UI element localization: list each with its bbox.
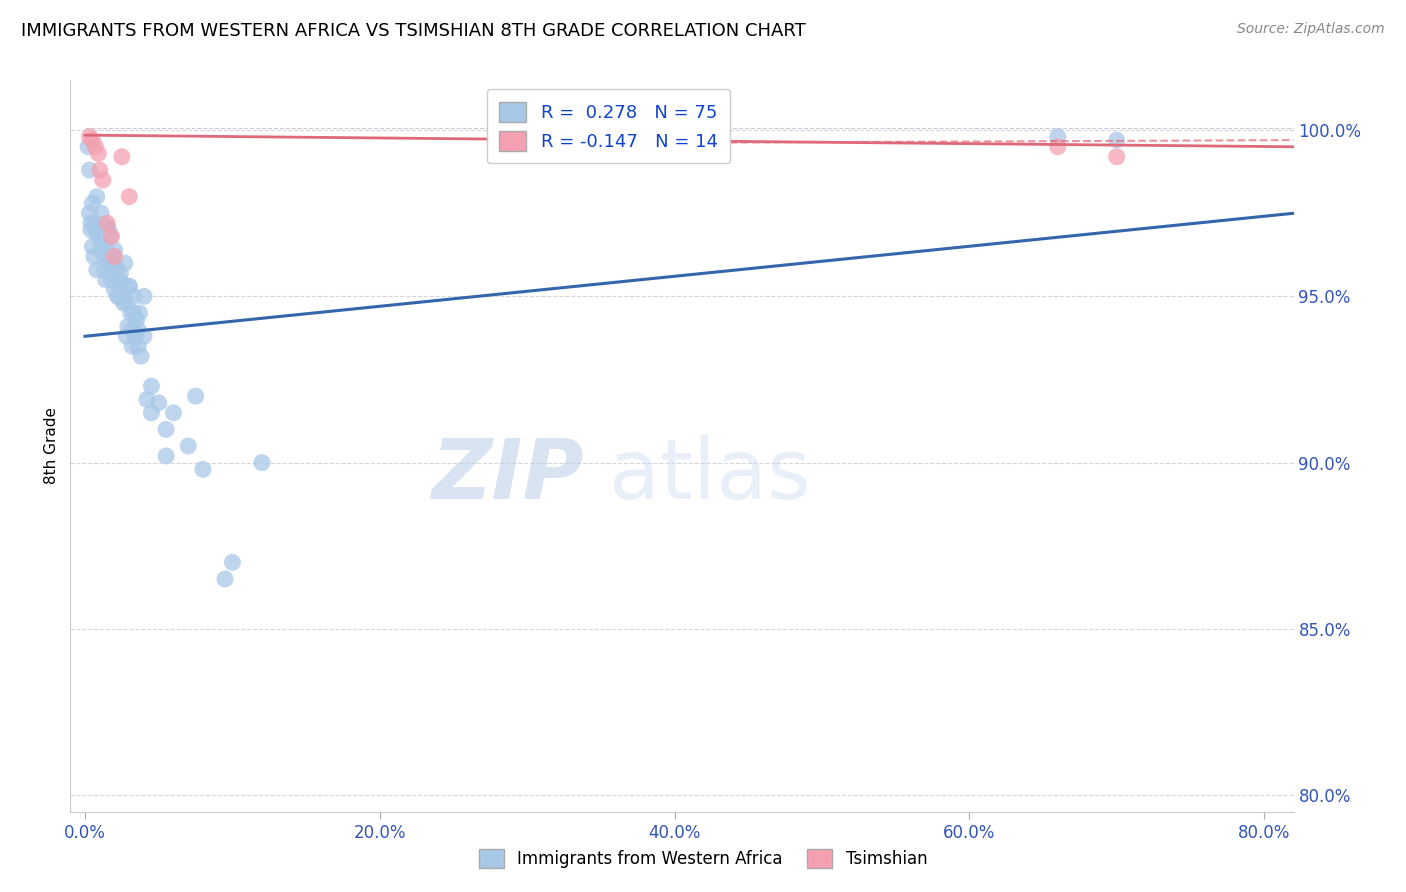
Point	[93, 262, 115, 277]
Point	[177, 439, 200, 453]
Point	[87, 229, 110, 244]
Point	[83, 250, 105, 264]
Point	[125, 312, 148, 326]
Point	[82, 196, 104, 211]
Point	[97, 223, 120, 237]
Text: ZIP: ZIP	[432, 434, 583, 516]
Point	[141, 379, 163, 393]
Point	[80, 216, 103, 230]
Point	[1105, 133, 1128, 147]
Point	[141, 406, 163, 420]
Point	[120, 306, 142, 320]
Point	[79, 163, 101, 178]
Point	[117, 319, 139, 334]
Point	[79, 206, 101, 220]
Point	[122, 289, 145, 303]
Point	[103, 283, 125, 297]
Point	[100, 273, 122, 287]
Point	[111, 276, 134, 290]
Point	[96, 219, 118, 234]
Point	[155, 449, 177, 463]
Point	[100, 256, 122, 270]
Point	[77, 140, 100, 154]
Point	[184, 389, 207, 403]
Point	[112, 296, 135, 310]
Point	[162, 406, 184, 420]
Point	[214, 572, 236, 586]
Point	[100, 229, 122, 244]
Point	[98, 229, 121, 244]
Point	[97, 256, 120, 270]
Point	[84, 223, 107, 237]
Text: Source: ZipAtlas.com: Source: ZipAtlas.com	[1237, 22, 1385, 37]
Text: atlas: atlas	[609, 434, 810, 516]
Y-axis label: 8th Grade: 8th Grade	[44, 408, 59, 484]
Point	[86, 189, 108, 203]
Point	[103, 250, 125, 264]
Point	[121, 339, 143, 353]
Text: IMMIGRANTS FROM WESTERN AFRICA VS TSIMSHIAN 8TH GRADE CORRELATION CHART: IMMIGRANTS FROM WESTERN AFRICA VS TSIMSH…	[21, 22, 806, 40]
Point	[91, 173, 114, 187]
Point	[82, 239, 104, 253]
Point	[1105, 150, 1128, 164]
Point	[84, 140, 107, 154]
Point	[1046, 129, 1069, 144]
Point	[80, 223, 103, 237]
Point	[89, 229, 111, 244]
Point	[221, 555, 243, 569]
Point	[108, 273, 131, 287]
Point	[148, 396, 170, 410]
Point	[118, 189, 141, 203]
Point	[84, 216, 107, 230]
Point	[112, 286, 135, 301]
Point	[127, 323, 149, 337]
Point	[89, 223, 111, 237]
Point	[91, 246, 114, 260]
Point	[107, 289, 129, 303]
Point	[107, 276, 129, 290]
Point	[103, 243, 125, 257]
Point	[94, 273, 117, 287]
Point	[127, 339, 149, 353]
Point	[128, 306, 150, 320]
Point	[132, 289, 155, 303]
Point	[110, 266, 132, 280]
Point	[90, 239, 112, 253]
Point	[104, 260, 127, 274]
Point	[79, 129, 101, 144]
Point	[121, 323, 143, 337]
Point	[124, 329, 146, 343]
Point	[89, 163, 111, 178]
Point	[108, 289, 131, 303]
Point	[96, 216, 118, 230]
Point	[94, 239, 117, 253]
Point	[1046, 140, 1069, 154]
Legend: R =  0.278   N = 75, R = -0.147   N = 14: R = 0.278 N = 75, R = -0.147 N = 14	[486, 89, 731, 163]
Point	[93, 250, 115, 264]
Point	[111, 150, 134, 164]
Point	[250, 456, 273, 470]
Legend: Immigrants from Western Africa, Tsimshian: Immigrants from Western Africa, Tsimshia…	[472, 843, 934, 875]
Point	[122, 306, 145, 320]
Point	[118, 279, 141, 293]
Point	[101, 250, 124, 264]
Point	[115, 329, 138, 343]
Point	[115, 296, 138, 310]
Point	[155, 422, 177, 436]
Point	[136, 392, 159, 407]
Point	[132, 329, 155, 343]
Point	[118, 279, 141, 293]
Point	[90, 206, 112, 220]
Point	[87, 146, 110, 161]
Point	[129, 349, 152, 363]
Point	[86, 262, 108, 277]
Point	[82, 133, 104, 147]
Point	[191, 462, 214, 476]
Point	[114, 256, 136, 270]
